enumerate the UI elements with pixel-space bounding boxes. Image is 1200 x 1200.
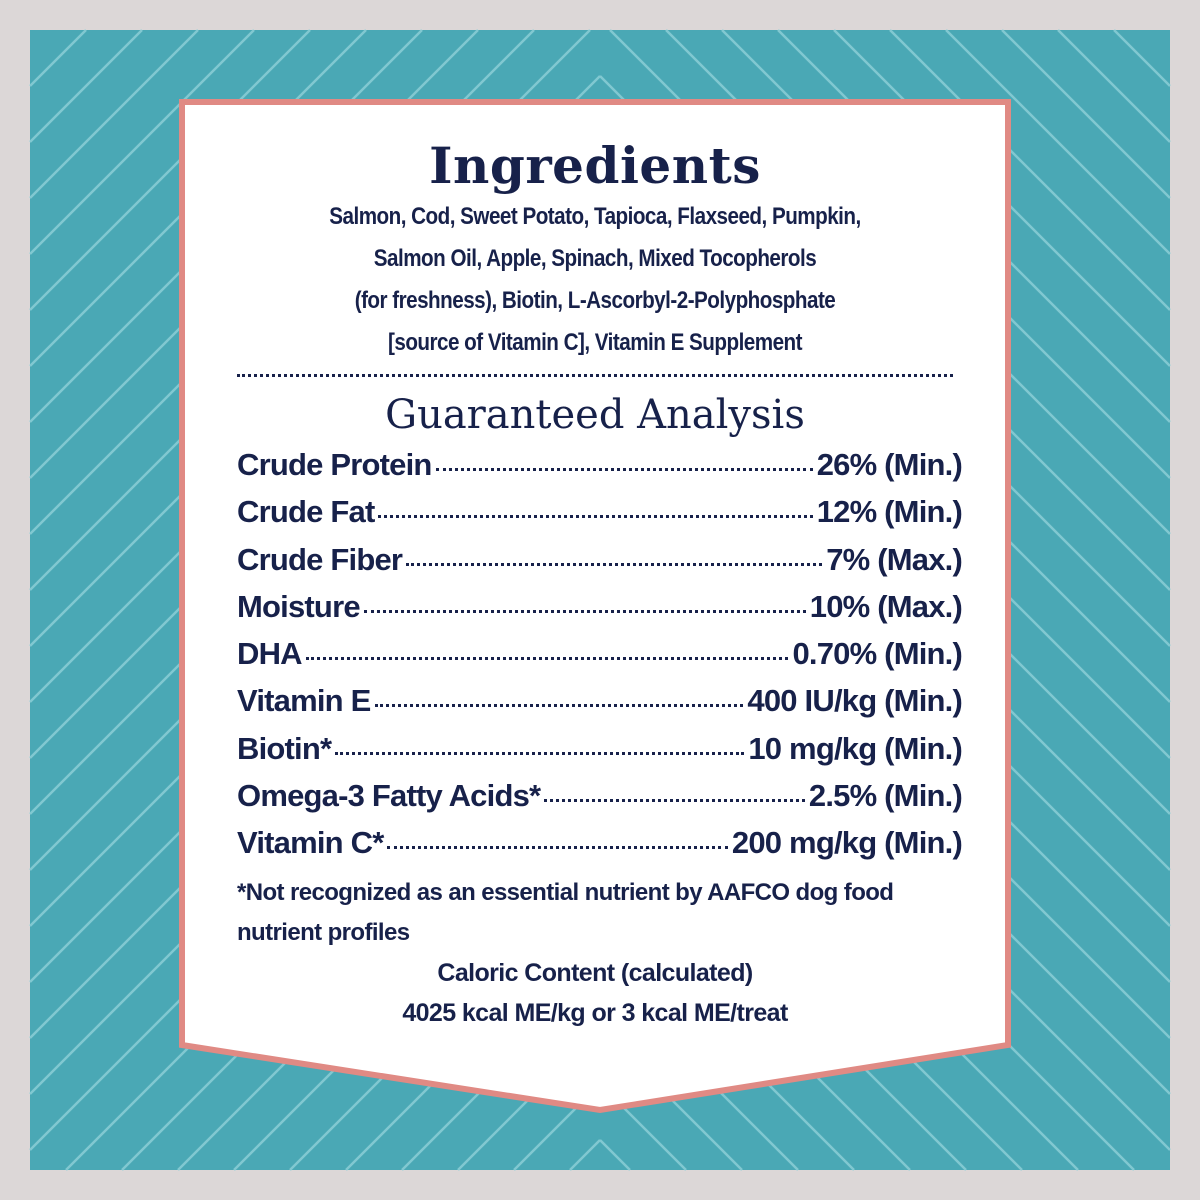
- pattern-line: [1001, 29, 1171, 199]
- nutrient-label: Vitamin E: [237, 683, 371, 719]
- nutrient-label: DHA: [237, 636, 303, 672]
- nutrient-value: 2.5% (Min.): [808, 778, 963, 814]
- pattern-line: [1113, 29, 1171, 87]
- pattern-line: [569, 1139, 601, 1171]
- ingredients-line: Salmon, Cod, Sweet Potato, Tapioca, Flax…: [329, 203, 861, 230]
- dot-leader: [335, 751, 745, 755]
- ingredients-line: (for freshness), Biotin, L-Ascorbyl-2-Po…: [354, 287, 836, 314]
- guaranteed-analysis-title: Guaranteed Analysis: [385, 392, 805, 438]
- dot-leader: [305, 657, 789, 661]
- nutrient-value: 10% (Max.): [809, 588, 963, 624]
- pattern-line: [29, 29, 87, 87]
- footnote: *Not recognized as an essential nutrient…: [237, 873, 937, 953]
- nutrient-label: Crude Fat: [237, 494, 375, 530]
- nutrient-value: 400 IU/kg (Min.): [747, 683, 962, 719]
- dot-leader: [435, 468, 813, 471]
- ingredients-title: Ingredients: [429, 136, 761, 195]
- footnote-line: nutrient profiles: [237, 918, 410, 946]
- dot-leader: [544, 799, 805, 803]
- nutrient-label: Crude Protein: [237, 447, 432, 482]
- nutrient-label: Moisture: [237, 588, 361, 624]
- analysis-row: Omega-3 Fatty Acids* 2.5% (Min.): [237, 778, 963, 825]
- nutrient-value: 12% (Min.): [816, 494, 963, 530]
- pattern-line: [889, 29, 1171, 311]
- label-shield: [179, 99, 1011, 1114]
- ingredients-list: Salmon, Cod, Sweet Potato, Tapioca, Flax…: [182, 196, 1008, 364]
- dot-leader: [374, 704, 744, 708]
- pattern-line: [29, 29, 143, 143]
- label-content: Ingredients Salmon, Cod, Sweet Potato, T…: [182, 102, 1008, 1033]
- analysis-row: Crude Fiber 7% (Max.): [237, 541, 963, 589]
- nutrient-label: Vitamin C*: [237, 825, 384, 861]
- dot-leader: [378, 515, 813, 519]
- analysis-table: Crude Protein 26% (Min.) Crude Fat 12% (Min…: [237, 447, 963, 873]
- analysis-row: Crude Protein 26% (Min.): [237, 447, 963, 494]
- dot-leader: [363, 609, 806, 613]
- pattern-line: [945, 29, 1171, 255]
- nutrient-value: 7% (Max.): [826, 541, 963, 577]
- analysis-row: Moisture 10% (Max.): [237, 588, 963, 636]
- ingredients-line: [source of Vitamin C], Vitamin E Supplem…: [387, 329, 803, 356]
- nutrient-value: 10 mg/kg (Min.): [748, 730, 962, 766]
- dot-leader: [406, 562, 823, 566]
- pattern-line: [29, 29, 311, 311]
- analysis-row: DHA 0.70% (Min.): [237, 636, 963, 683]
- analysis-row: Vitamin C* 200 mg/kg (Min.): [237, 825, 963, 872]
- dot-leader: [387, 846, 728, 850]
- analysis-row: Biotin* 10 mg/kg (Min.): [237, 730, 963, 778]
- nutrient-value: 0.70% (Min.): [792, 636, 962, 672]
- nutrient-value: 26% (Min.): [816, 447, 963, 482]
- pattern-line: [29, 29, 199, 199]
- nutrient-label: Omega-3 Fatty Acids*: [237, 778, 541, 814]
- caloric-value: 4025 kcal ME/kg or 3 kcal ME/treat: [402, 998, 788, 1027]
- pattern-line: [599, 1139, 631, 1171]
- analysis-row: Crude Fat 12% (Min.): [237, 494, 963, 541]
- ingredients-line: Salmon Oil, Apple, Spinach, Mixed Tocoph…: [373, 245, 817, 272]
- nutrient-label: Biotin*: [237, 730, 332, 766]
- pattern-line: [1057, 29, 1171, 143]
- analysis-row: Vitamin E 400 IU/kg (Min.): [237, 683, 963, 730]
- caloric-title: Caloric Content (calculated): [437, 958, 753, 987]
- footnote-line: *Not recognized as an essential nutrient…: [237, 878, 894, 906]
- dotted-divider: [237, 374, 953, 377]
- pattern-line: [29, 29, 255, 255]
- caloric-content: Caloric Content (calculated) 4025 kcal M…: [182, 953, 1008, 1033]
- nutrient-value: 200 mg/kg (Min.): [731, 825, 963, 861]
- nutrient-label: Crude Fiber: [237, 541, 403, 577]
